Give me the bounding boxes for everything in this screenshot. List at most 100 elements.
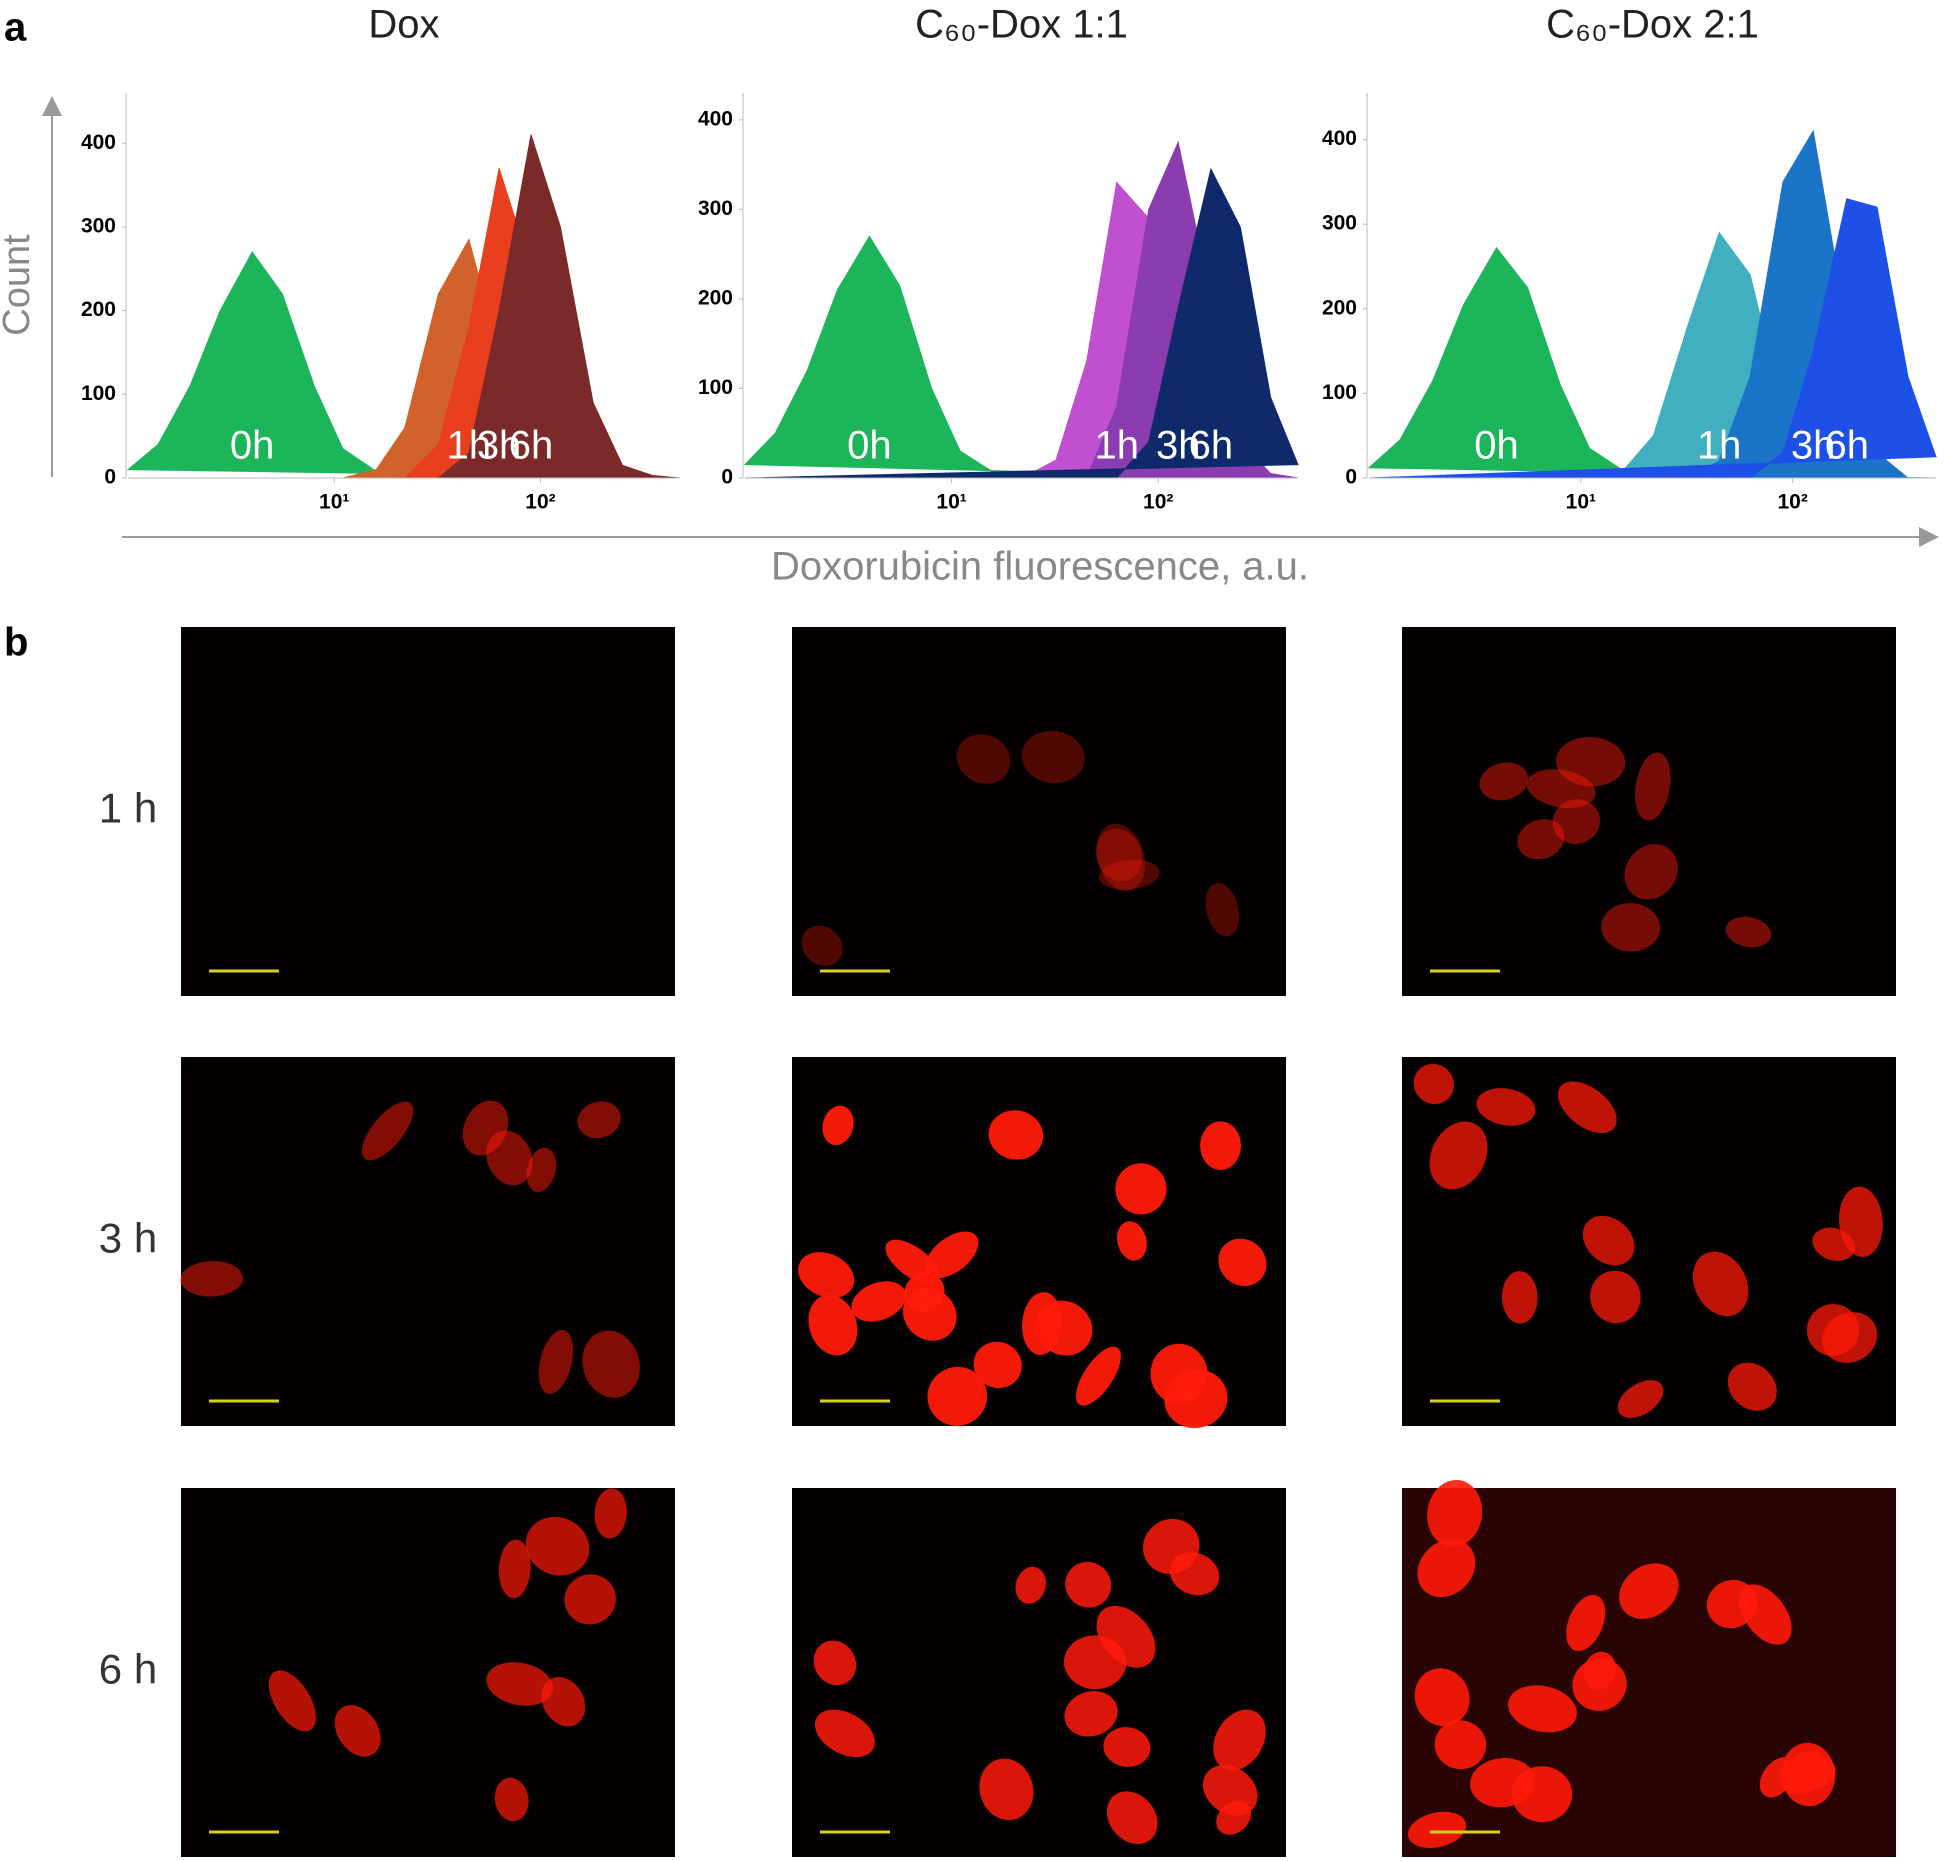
y-tick-label: 300 (81, 214, 116, 237)
micrograph-bg (792, 1057, 1286, 1426)
cell-nucleus (361, 1101, 414, 1161)
cell-nucleus (1572, 1658, 1627, 1711)
y-tick-label: 0 (1345, 466, 1357, 489)
cell-nucleus (1169, 1552, 1220, 1596)
cell-nucleus (1552, 799, 1601, 844)
cell-nucleus (956, 734, 1011, 784)
y-tick-label: 0 (721, 466, 733, 489)
cell-nucleus (564, 1574, 616, 1625)
series-label: 0h (847, 424, 892, 468)
cell-nucleus (1218, 1238, 1267, 1287)
cell-nucleus (1150, 1343, 1208, 1405)
cell-nucleus (1526, 769, 1596, 809)
series-label: 6h (1824, 424, 1869, 468)
cell-nucleus (814, 1709, 875, 1758)
cell-nucleus (1015, 1566, 1046, 1604)
row-label: 1 h (99, 785, 157, 832)
cell-nucleus (1115, 1163, 1167, 1215)
x-tick-label: 10² (1143, 491, 1173, 514)
cell-nucleus (1200, 1121, 1241, 1170)
cell-nucleus (1619, 1563, 1679, 1619)
y-tick-label: 100 (81, 382, 116, 405)
cell-nucleus (1106, 1791, 1158, 1844)
chart-title: C₆₀-Dox 2:1 (1546, 3, 1759, 47)
y-tick-label: 300 (698, 197, 733, 220)
x-tick-label: 10¹ (1566, 491, 1596, 514)
cell-nucleus (904, 1272, 945, 1313)
y-tick-label: 400 (1322, 127, 1357, 150)
y-axis-label: Count (0, 234, 38, 336)
cell-nucleus (1476, 1088, 1536, 1126)
cell-nucleus (1096, 823, 1146, 892)
y-tick-label: 200 (698, 286, 733, 309)
cell-nucleus (538, 1329, 574, 1394)
cell-nucleus (1414, 1668, 1470, 1727)
micrograph (1402, 1479, 1896, 1857)
cell-nucleus (1213, 1709, 1266, 1771)
cell-nucleus (582, 1330, 640, 1398)
y-tick-label: 100 (698, 376, 733, 399)
series-label: 3h (1156, 424, 1201, 468)
micrograph (792, 1488, 1286, 1857)
cell-nucleus (1822, 1312, 1878, 1363)
series-label: 6h (509, 424, 554, 468)
chart-title: C₆₀-Dox 1:1 (915, 3, 1128, 47)
cell-nucleus (1413, 1063, 1454, 1105)
micrograph-bg (1402, 627, 1896, 996)
cell-nucleus (1692, 1251, 1749, 1317)
cell-nucleus (1624, 844, 1678, 900)
cell-nucleus (851, 1281, 906, 1322)
cell-nucleus (979, 1758, 1034, 1821)
cell-nucleus (1202, 1765, 1258, 1816)
series-label: 3h (477, 424, 522, 468)
cell-nucleus (1838, 1186, 1883, 1257)
cell-nucleus (1557, 1081, 1617, 1134)
panel-label: b (4, 621, 28, 665)
y-tick-label: 300 (1322, 212, 1357, 235)
cell-nucleus (1417, 1539, 1476, 1598)
cell-nucleus (486, 1130, 533, 1186)
cell-nucleus (1555, 737, 1626, 787)
cell-nucleus (1434, 1720, 1487, 1770)
x-axis-label: Doxorubicin fluorescence, a.u. (771, 545, 1309, 589)
cell-nucleus (526, 1147, 557, 1192)
micrograph (792, 627, 1286, 996)
micrograph-bg (181, 627, 675, 996)
cell-nucleus (1427, 1479, 1483, 1548)
cell-nucleus (1590, 1270, 1641, 1324)
cell-nucleus (1022, 1292, 1062, 1355)
cell-nucleus (180, 1261, 244, 1297)
cell-nucleus (1706, 1579, 1758, 1629)
x-tick-label: 10² (525, 491, 555, 514)
cell-nucleus (924, 1231, 979, 1279)
cell-nucleus (1075, 1346, 1121, 1406)
cell-nucleus (486, 1662, 554, 1706)
micrograph (1402, 1057, 1896, 1426)
micrograph-bg (792, 1488, 1286, 1857)
cell-nucleus (808, 1294, 858, 1356)
cell-nucleus (973, 1341, 1022, 1389)
cell-nucleus (1065, 1561, 1112, 1608)
micrograph (792, 1057, 1286, 1429)
cell-nucleus (1601, 903, 1661, 952)
panel-label: a (4, 6, 27, 50)
cell-nucleus (1096, 1605, 1156, 1668)
series-label: 0h (1474, 424, 1519, 468)
cell-nucleus (813, 1640, 857, 1686)
cell-nucleus (1095, 828, 1143, 882)
row-label: 6 h (99, 1646, 157, 1693)
cell-nucleus (1116, 1221, 1147, 1261)
cell-nucleus (988, 1110, 1044, 1160)
micrograph-bg (181, 1488, 675, 1857)
cell-nucleus (1103, 1727, 1151, 1767)
series-label: 1h (1094, 424, 1139, 468)
cell-nucleus (577, 1101, 621, 1139)
micrograph (181, 1488, 675, 1857)
cell-nucleus (1479, 762, 1529, 801)
series-label: 1h (447, 424, 492, 468)
cell-nucleus (494, 1777, 529, 1822)
cell-nucleus (1617, 1380, 1664, 1418)
micrograph (181, 627, 675, 996)
y-tick-label: 200 (1322, 296, 1357, 319)
